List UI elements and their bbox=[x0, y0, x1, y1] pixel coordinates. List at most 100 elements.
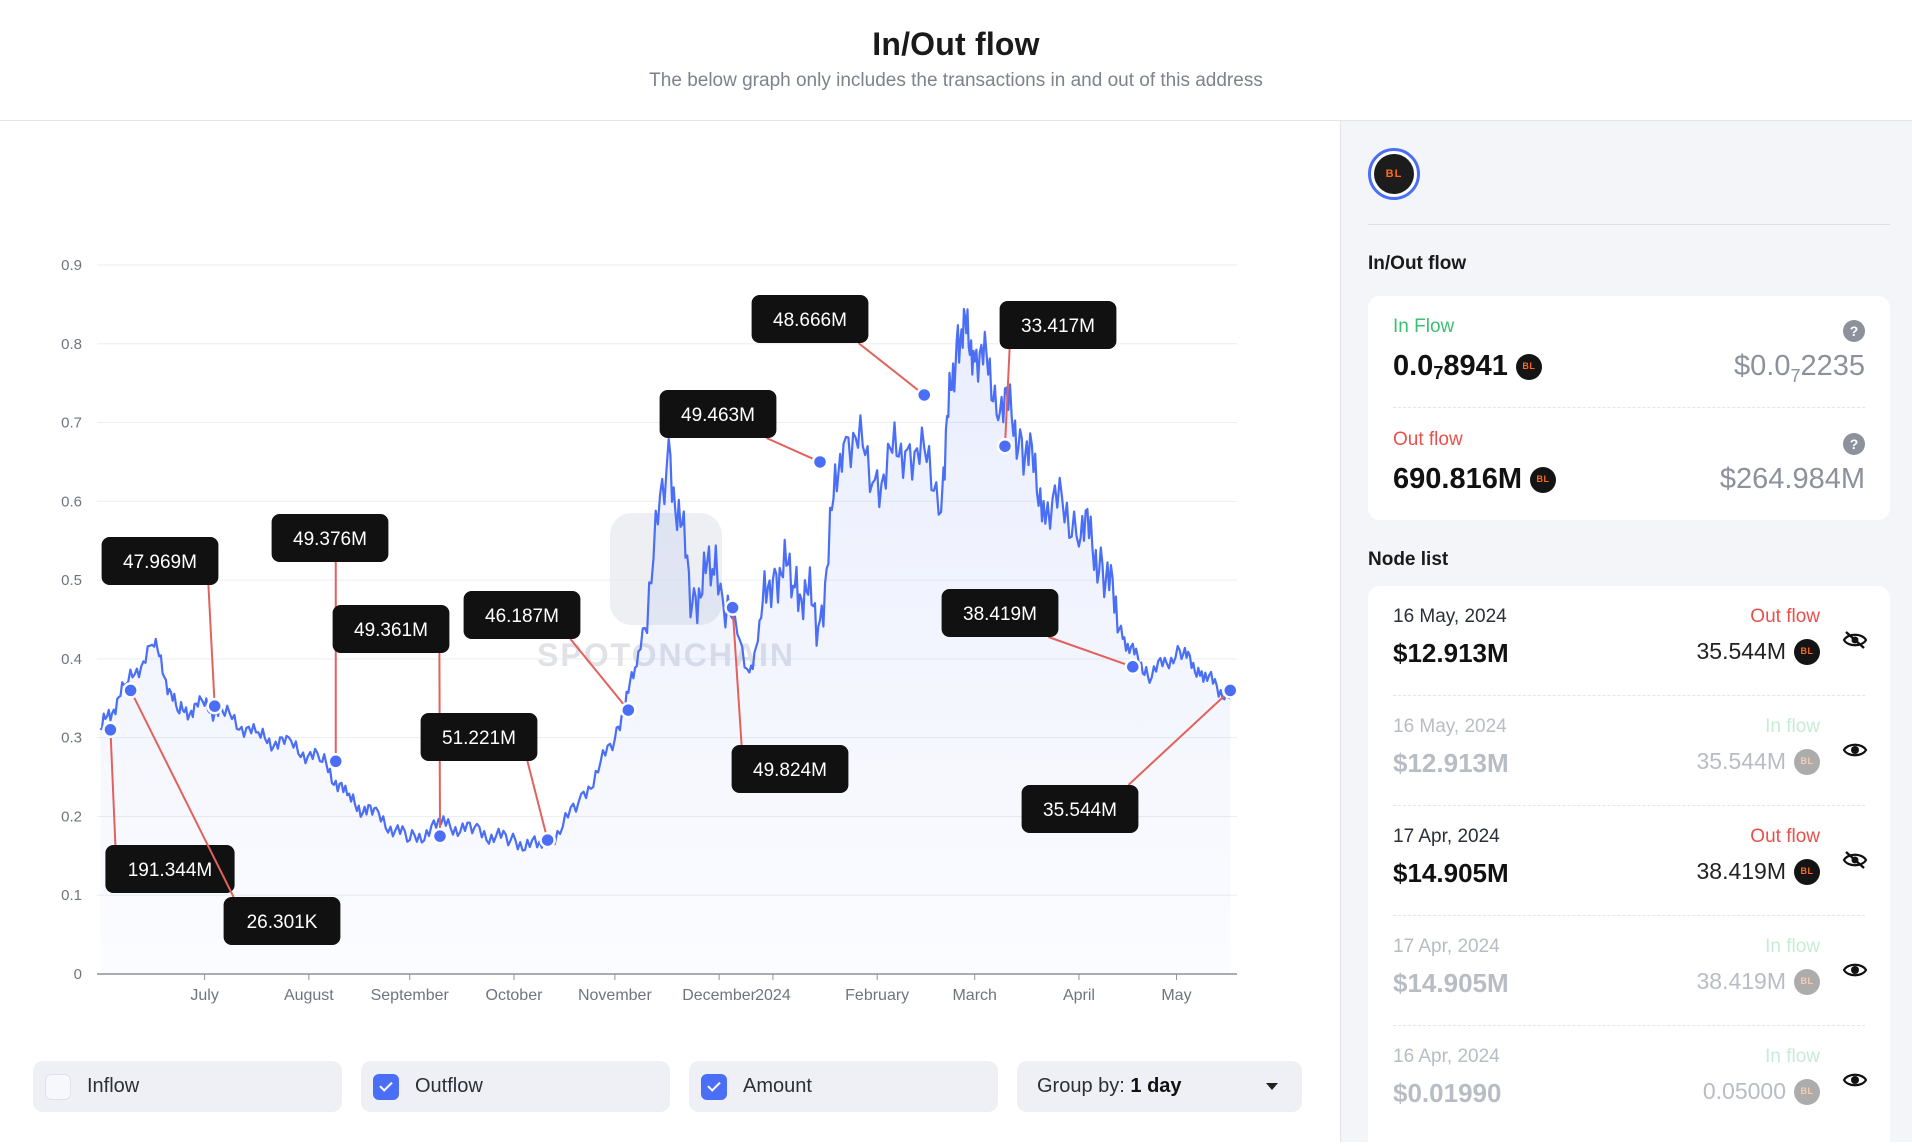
group-by-value: 1 day bbox=[1130, 1075, 1182, 1097]
annotation-connector bbox=[1127, 689, 1231, 786]
annotation-label: 47.969M bbox=[123, 552, 197, 573]
y-tick-label: 0.4 bbox=[61, 651, 82, 668]
x-tick-label: 2024 bbox=[755, 987, 791, 1004]
eye-icon[interactable] bbox=[1842, 960, 1868, 980]
annotation-label-box[interactable] bbox=[463, 591, 581, 639]
inflow-amount: 0.0 7 8941 bbox=[1393, 350, 1542, 383]
annotation-point[interactable] bbox=[996, 437, 1014, 455]
node-value: $12.913M bbox=[1393, 748, 1509, 778]
node-date: 17 Apr, 2024 bbox=[1393, 936, 1500, 957]
annotation-connector bbox=[765, 437, 821, 463]
annotation-label: 33.417M bbox=[1021, 316, 1095, 337]
annotation-label-box[interactable] bbox=[731, 745, 849, 793]
y-tick-label: 0.1 bbox=[61, 887, 82, 904]
annotation-point[interactable] bbox=[811, 453, 829, 471]
help-icon[interactable]: ? bbox=[1843, 320, 1865, 342]
node-tokens: 0.05000 bbox=[1703, 1078, 1820, 1105]
inflow-toggle-label: Inflow bbox=[87, 1075, 140, 1097]
annotation-label: 48.666M bbox=[773, 310, 847, 331]
outflow-checkbox[interactable] bbox=[373, 1073, 399, 1100]
token-logo-mark: BL bbox=[1374, 154, 1414, 194]
token-coin-icon bbox=[1530, 466, 1556, 493]
node-item[interactable]: 16 May, 2024 $12.913M Out flow 35.544M bbox=[1368, 586, 1890, 696]
group-by-label: Group by: 1 day bbox=[1037, 1075, 1182, 1097]
outflow-toggle[interactable]: Outflow bbox=[361, 1061, 670, 1112]
token-logo[interactable]: BL bbox=[1368, 148, 1420, 200]
y-tick-label: 0.7 bbox=[61, 415, 82, 432]
annotation-label: 51.221M bbox=[442, 728, 516, 749]
annotation-point[interactable] bbox=[327, 753, 345, 770]
x-tick-label: August bbox=[284, 987, 334, 1004]
help-icon[interactable]: ? bbox=[1843, 433, 1865, 455]
annotation-label-box[interactable] bbox=[941, 589, 1059, 637]
inout-section-title: In/Out flow bbox=[1368, 253, 1467, 274]
group-by-select[interactable]: Group by: 1 day bbox=[1017, 1061, 1302, 1112]
caret-down-icon bbox=[1266, 1083, 1278, 1090]
node-value: $12.913M bbox=[1393, 638, 1509, 668]
node-item[interactable]: 16 May, 2024 $12.913M In flow 35.544M bbox=[1368, 696, 1890, 806]
node-item[interactable]: 17 Apr, 2024 $14.905M In flow 38.419M bbox=[1368, 916, 1890, 1026]
annotation-point[interactable] bbox=[431, 827, 449, 845]
page-header: In/Out flow The below graph only include… bbox=[0, 0, 1912, 121]
x-tick-label: March bbox=[952, 987, 996, 1004]
annotation-label: 46.187M bbox=[485, 606, 559, 627]
annotation-point[interactable] bbox=[1124, 658, 1142, 676]
inflow-checkbox[interactable] bbox=[45, 1073, 71, 1100]
outflow-amount: 690.816M bbox=[1393, 463, 1556, 496]
eye-slash-icon[interactable] bbox=[1842, 850, 1868, 870]
inflow-toggle[interactable]: Inflow bbox=[33, 1061, 342, 1112]
eye-icon[interactable] bbox=[1842, 1070, 1868, 1090]
node-tokens: 38.419M bbox=[1696, 858, 1820, 885]
annotation-point[interactable] bbox=[122, 682, 139, 699]
eye-icon[interactable] bbox=[1842, 740, 1868, 760]
annotation-point[interactable] bbox=[102, 721, 119, 739]
annotation-label-box[interactable] bbox=[105, 845, 235, 893]
node-divider bbox=[1393, 805, 1865, 806]
eye-slash-icon[interactable] bbox=[1842, 630, 1868, 650]
outflow-label: Out flow bbox=[1393, 429, 1463, 450]
series-area bbox=[100, 309, 1231, 974]
page-title: In/Out flow bbox=[872, 26, 1040, 62]
node-value: $14.905M bbox=[1393, 968, 1509, 998]
inout-flow-chart[interactable]: 0 0.1 0.2 0.3 0.4 0.5 0.6 0.7 0.8 0.9 July August Se… bbox=[0, 121, 1340, 1051]
chart-pane: 0 0.1 0.2 0.3 0.4 0.5 0.6 0.7 0.8 0.9 July August Se… bbox=[0, 121, 1340, 1142]
annotation-label: 191.344M bbox=[128, 860, 213, 881]
node-item[interactable]: 16 Apr, 2024 $0.01990 In flow 0.05000 bbox=[1368, 1026, 1890, 1136]
token-coin-icon bbox=[1794, 748, 1820, 775]
node-tokens: 38.419M bbox=[1696, 968, 1820, 995]
node-list-title: Node list bbox=[1368, 549, 1449, 570]
annotation-point[interactable] bbox=[620, 701, 637, 719]
annotation-label-box[interactable] bbox=[999, 301, 1117, 349]
annotation-label: 35.544M bbox=[1043, 800, 1117, 821]
annotation-label-box[interactable] bbox=[1021, 785, 1139, 833]
node-direction: In flow bbox=[1765, 716, 1820, 737]
x-tick-label: November bbox=[578, 987, 652, 1004]
annotation-label-box[interactable] bbox=[271, 514, 389, 562]
annotation-label: 26.301K bbox=[247, 912, 318, 933]
token-coin-icon bbox=[1794, 858, 1820, 885]
amount-checkbox[interactable] bbox=[701, 1073, 727, 1100]
x-tick-label: October bbox=[486, 987, 544, 1004]
annotation-point[interactable] bbox=[206, 697, 223, 715]
y-tick-label: 0.6 bbox=[61, 493, 82, 510]
node-direction: In flow bbox=[1765, 1046, 1820, 1067]
annotation-label-box[interactable] bbox=[751, 295, 869, 343]
annotation-label-box[interactable] bbox=[223, 897, 341, 945]
annotation-label-box[interactable] bbox=[420, 713, 538, 761]
annotation-label-box[interactable] bbox=[101, 537, 219, 585]
annotation-label-box[interactable] bbox=[332, 605, 450, 653]
amount-toggle[interactable]: Amount bbox=[689, 1061, 998, 1112]
annotation-point[interactable] bbox=[539, 831, 556, 849]
node-tokens: 35.544M bbox=[1696, 748, 1820, 775]
outflow-usd: $264.984M bbox=[1719, 463, 1865, 495]
node-date: 16 Apr, 2024 bbox=[1393, 1046, 1500, 1067]
annotation-label-box[interactable] bbox=[659, 390, 777, 438]
amount-toggle-label: Amount bbox=[743, 1075, 812, 1097]
annotation-point[interactable] bbox=[1222, 682, 1239, 699]
outflow-row: Out flow ? 690.816M $264.984M bbox=[1393, 429, 1865, 509]
node-item[interactable]: 17 Apr, 2024 $14.905M Out flow 38.419M bbox=[1368, 806, 1890, 916]
annotation-point[interactable] bbox=[916, 386, 933, 404]
annotation-point[interactable] bbox=[724, 599, 741, 616]
inflow-label: In Flow bbox=[1393, 316, 1455, 337]
